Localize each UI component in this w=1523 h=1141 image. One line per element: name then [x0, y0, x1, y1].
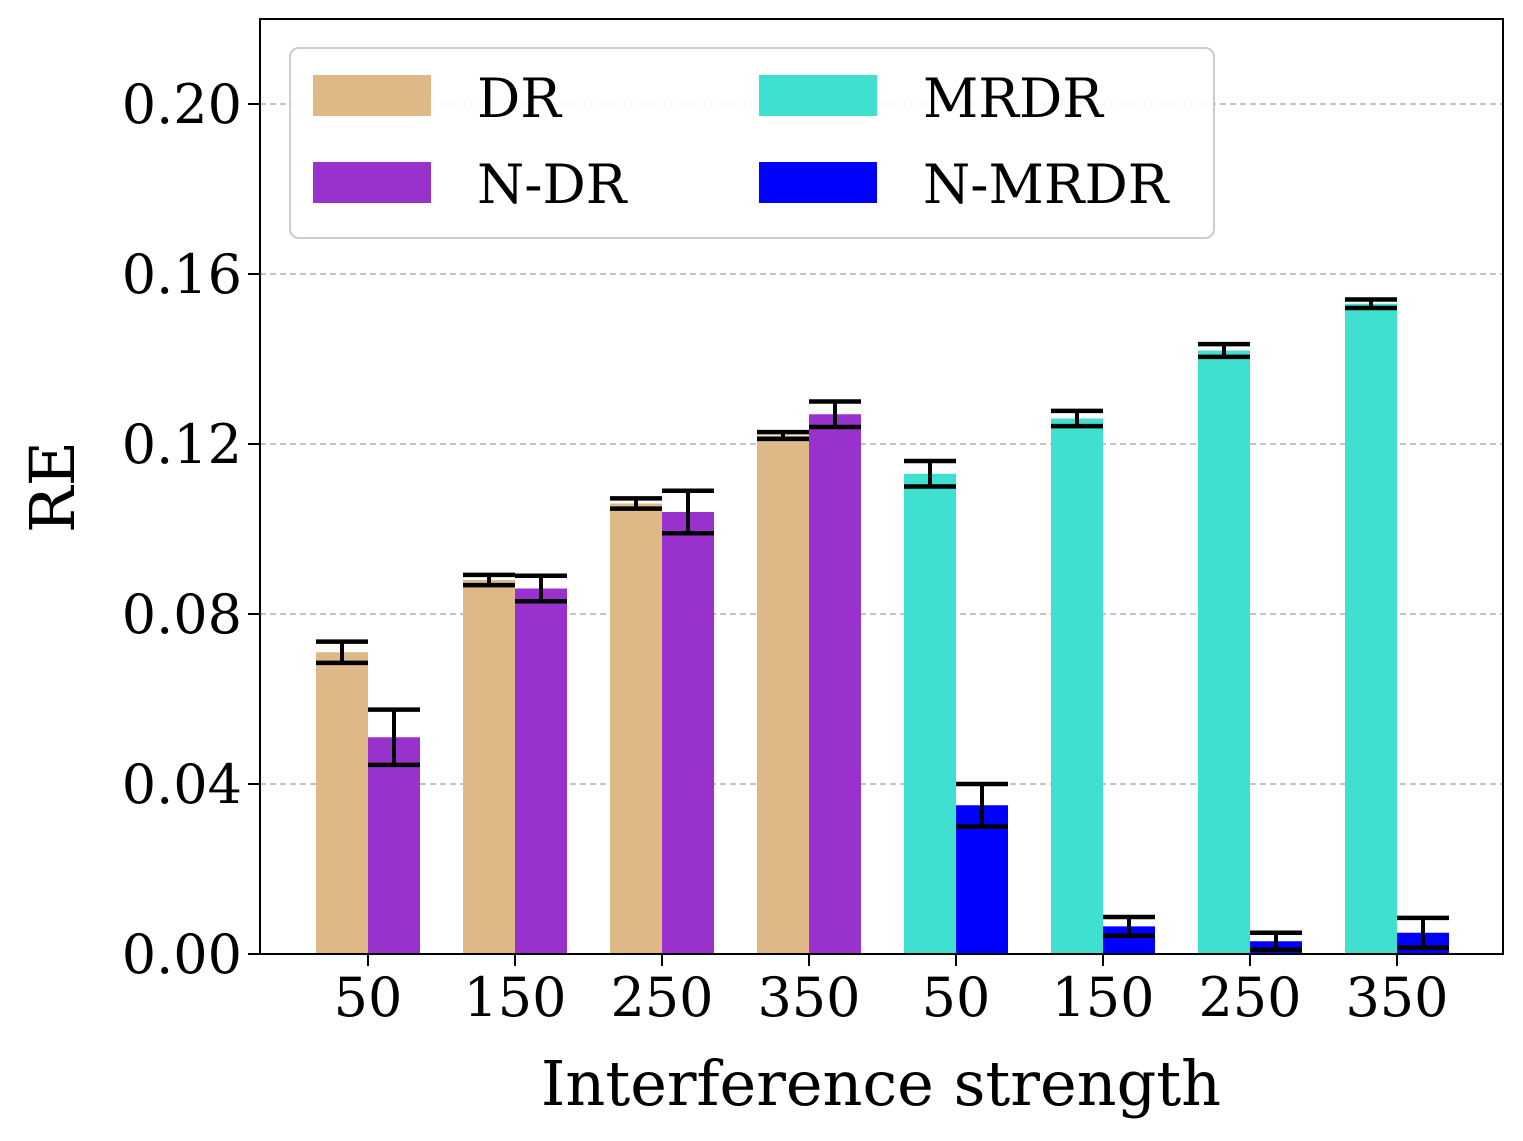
- legend-swatch-n-mrdr: [759, 162, 877, 203]
- x-tick-label: 250: [610, 966, 713, 1029]
- bar-mrdr-50: [904, 473, 956, 954]
- bar-dr-150: [463, 580, 515, 954]
- y-tick-label: 0.08: [122, 583, 242, 646]
- legend-swatch-mrdr: [759, 75, 877, 116]
- legend-swatch-n-dr: [313, 162, 431, 203]
- x-axis-label: Interference strength: [541, 1047, 1221, 1120]
- x-tick-label: 50: [922, 966, 991, 1029]
- bars: [316, 303, 1449, 954]
- x-tick-label: 350: [757, 966, 860, 1029]
- y-tick-label: 0.20: [122, 73, 242, 136]
- x-tick-label: 150: [1051, 966, 1154, 1029]
- bar-dr-250: [610, 503, 662, 954]
- y-tick-label: 0.00: [122, 923, 242, 986]
- legend-label-n-dr: N-DR: [477, 153, 628, 216]
- y-tick-label: 0.16: [122, 243, 242, 306]
- legend-swatch-dr: [313, 75, 431, 116]
- legend-label-dr: DR: [477, 67, 562, 130]
- legend-label-n-mrdr: N-MRDR: [923, 153, 1170, 216]
- bar-mrdr-250: [1198, 350, 1250, 954]
- bar-n-mrdr-50: [956, 805, 1008, 954]
- y-tick-label: 0.04: [122, 753, 242, 816]
- x-tick-label: 250: [1198, 966, 1301, 1029]
- bar-n-dr-150: [515, 588, 567, 954]
- bar-dr-350: [757, 435, 809, 954]
- plot-frame: [259, 18, 1504, 955]
- y-axis-label: RE: [16, 441, 89, 533]
- gridlines: [260, 103, 1503, 785]
- y-axis-ticks: 0.00 0.04 0.08 0.12 0.16 0.20: [122, 73, 260, 986]
- legend-box: [289, 47, 1215, 239]
- legend-label-mrdr: MRDR: [923, 67, 1104, 130]
- x-axis-ticks: 50 150 250 350 50 150 250 350: [334, 954, 1449, 1029]
- y-tick-label: 0.12: [122, 413, 242, 476]
- bar-mrdr-150: [1051, 418, 1103, 954]
- bar-n-dr-250: [662, 512, 714, 954]
- bar-mrdr-350: [1345, 303, 1397, 954]
- x-tick-label: 150: [463, 966, 566, 1029]
- x-tick-label: 350: [1345, 966, 1448, 1029]
- x-tick-label: 50: [334, 966, 403, 1029]
- bar-n-dr-350: [809, 414, 861, 954]
- error-bars: [316, 297, 1449, 952]
- bar-dr-50: [316, 652, 368, 954]
- legend: DR MRDR N-DR N-MRDR: [289, 47, 1215, 239]
- bar-n-dr-50: [368, 737, 420, 954]
